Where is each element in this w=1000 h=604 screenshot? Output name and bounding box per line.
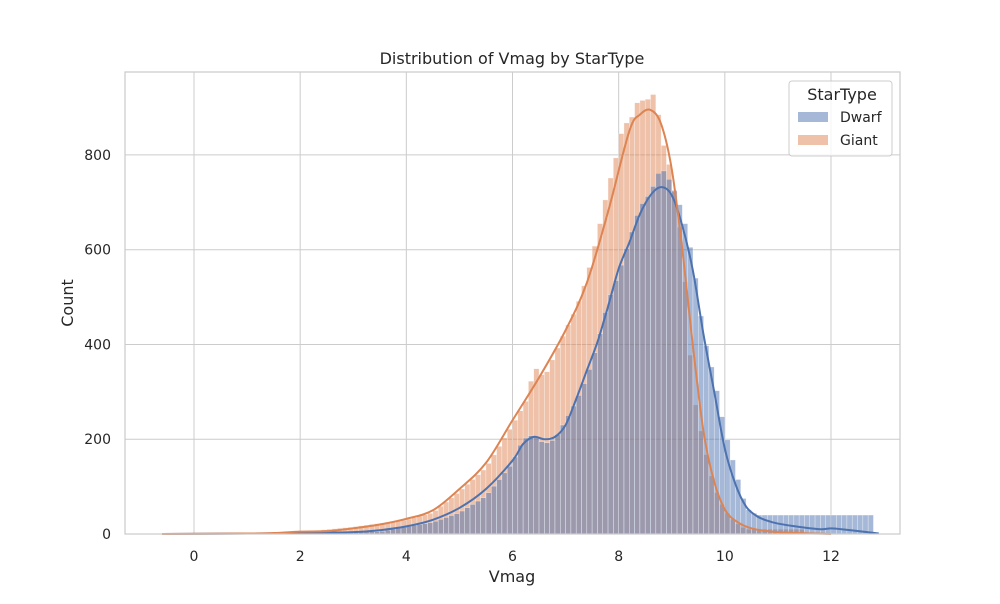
histogram-bar-dwarf xyxy=(608,295,613,534)
histogram-bar-dwarf xyxy=(672,190,677,534)
histogram-bar-dwarf xyxy=(513,457,518,534)
histogram-bar-dwarf xyxy=(582,384,587,534)
histogram-bar-dwarf xyxy=(481,498,486,534)
histogram-bar-dwarf xyxy=(550,440,555,534)
histogram-bar-dwarf xyxy=(401,527,406,534)
histogram-bar-dwarf xyxy=(666,179,671,534)
histogram-bar-dwarf xyxy=(470,504,475,534)
histogram-bar-dwarf xyxy=(656,173,661,534)
histogram-bar-dwarf xyxy=(459,511,464,534)
histogram-bar-dwarf xyxy=(794,515,799,534)
histogram-bar-dwarf xyxy=(475,501,480,534)
histogram-bar-dwarf xyxy=(619,265,624,534)
histogram-bar-dwarf xyxy=(629,232,634,534)
histogram-bar-dwarf xyxy=(746,510,751,534)
histogram-bar-dwarf xyxy=(677,205,682,534)
histogram-bar-dwarf xyxy=(815,515,820,534)
histogram-bar-dwarf xyxy=(396,528,401,534)
histogram-bar-dwarf xyxy=(491,486,496,534)
legend-swatch-dwarf xyxy=(798,112,828,122)
x-tick-label: 6 xyxy=(508,549,517,565)
histogram-bar-dwarf xyxy=(412,525,417,534)
legend-swatch-giant xyxy=(798,135,828,145)
histogram-bar-dwarf xyxy=(507,466,512,534)
chart-title: Distribution of Vmag by StarType xyxy=(380,49,645,68)
histogram-bar-dwarf xyxy=(831,515,836,534)
histogram-bar-dwarf xyxy=(502,473,507,534)
histogram-bar-dwarf xyxy=(544,443,549,534)
histogram-bar-dwarf xyxy=(576,395,581,534)
legend-label-giant: Giant xyxy=(840,133,878,149)
x-tick-label: 10 xyxy=(716,549,734,565)
x-tick-label: 12 xyxy=(822,549,840,565)
histogram-bar-dwarf xyxy=(826,515,831,534)
x-tick-label: 4 xyxy=(402,549,411,565)
histogram-bar-dwarf xyxy=(560,425,565,534)
histogram-bar-dwarf xyxy=(597,334,602,534)
histogram-bar-dwarf xyxy=(534,437,539,534)
histogram-bar-dwarf xyxy=(449,516,454,534)
legend-label-dwarf: Dwarf xyxy=(840,110,883,126)
y-tick-label: 600 xyxy=(84,243,111,259)
histogram-bar-dwarf xyxy=(651,186,656,534)
y-tick-label: 800 xyxy=(84,148,111,164)
histogram-bar-dwarf xyxy=(465,508,470,534)
histogram-bar-dwarf xyxy=(868,515,873,534)
histogram-bar-dwarf xyxy=(528,436,533,534)
histogram-bar-dwarf xyxy=(390,529,395,534)
histogram-bar-dwarf xyxy=(566,416,571,534)
histogram-bar-dwarf xyxy=(523,438,528,534)
histogram-bar-dwarf xyxy=(539,442,544,534)
histogram-bar-dwarf xyxy=(613,280,618,534)
histogram-bar-dwarf xyxy=(810,515,815,534)
y-axis-label: Count xyxy=(58,279,77,327)
histogram-bar-dwarf xyxy=(693,278,698,534)
histogram-bar-dwarf xyxy=(640,203,645,534)
legend: StarType Dwarf Giant xyxy=(789,81,892,156)
histogram-bar-dwarf xyxy=(555,434,560,534)
x-tick-label: 0 xyxy=(190,549,199,565)
histogram-bar-dwarf xyxy=(422,524,427,534)
histogram-bar-dwarf xyxy=(486,493,491,534)
histogram-bar-dwarf xyxy=(799,515,804,534)
histogram-bar-dwarf xyxy=(592,353,597,534)
histogram-bar-dwarf xyxy=(688,247,693,534)
histogram-bar-dwarf xyxy=(635,215,640,534)
histogram-bar-dwarf xyxy=(603,312,608,534)
histogram-bar-dwarf xyxy=(820,515,825,534)
histogram-bar-dwarf xyxy=(587,369,592,534)
histogram-bar-dwarf xyxy=(842,515,847,534)
x-axis-label: Vmag xyxy=(489,567,536,586)
histogram-bar-dwarf xyxy=(454,514,459,534)
x-tick-label: 8 xyxy=(614,549,623,565)
legend-title: StarType xyxy=(807,85,877,104)
y-tick-label: 400 xyxy=(84,337,111,353)
x-tick-label: 2 xyxy=(296,549,305,565)
histogram-bar-dwarf xyxy=(417,525,422,534)
histogram-bar-dwarf xyxy=(443,517,448,534)
histogram-bar-dwarf xyxy=(804,515,809,534)
histogram-bar-dwarf xyxy=(624,249,629,534)
histogram-bar-dwarf xyxy=(518,445,523,534)
y-tick-label: 200 xyxy=(84,432,111,448)
histogram-bar-dwarf xyxy=(571,406,576,534)
histogram-bar-dwarf xyxy=(661,171,666,534)
histogram-bar-dwarf xyxy=(433,521,438,534)
histogram-bar-dwarf xyxy=(438,519,443,534)
histogram-bar-dwarf xyxy=(428,523,433,534)
histogram-bar-dwarf xyxy=(836,515,841,534)
y-tick-label: 0 xyxy=(102,527,111,543)
histogram-bar-dwarf xyxy=(406,526,411,534)
histogram-bar-dwarf xyxy=(645,196,650,534)
histogram-bar-dwarf xyxy=(497,480,502,534)
